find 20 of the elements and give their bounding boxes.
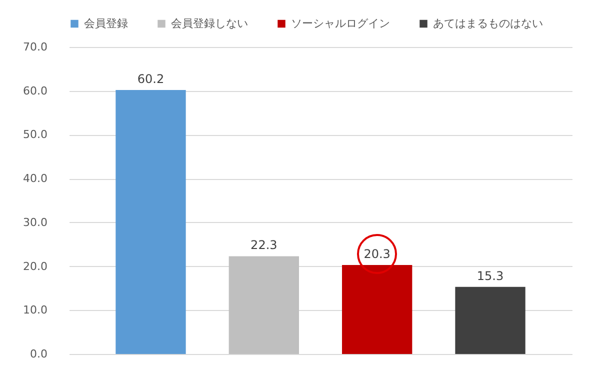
y-tick-label: 40.0: [23, 172, 48, 186]
bar: [228, 256, 299, 354]
y-tick-label: 60.0: [23, 84, 48, 98]
y-tick-label: 20.0: [23, 260, 48, 273]
legend-label: あてはまるものはない: [433, 16, 543, 30]
bar: [116, 90, 186, 354]
legend-label: ソーシャルログイン: [291, 16, 390, 30]
bar: [342, 264, 412, 354]
y-tick-label: 70.0: [23, 40, 48, 54]
y-tick-label: 10.0: [23, 304, 48, 317]
y-tick-label: 30.0: [23, 216, 48, 229]
data-label: 15.3: [476, 268, 504, 283]
legend-label: 会員登録しない: [171, 16, 248, 30]
bar: [455, 286, 526, 354]
y-tick-label: 50.0: [23, 128, 48, 142]
data-label: 22.3: [250, 238, 278, 252]
y-tick-label: 0.0: [30, 348, 48, 360]
legend-label: 会員登録: [84, 16, 128, 30]
data-label: 60.2: [137, 72, 164, 86]
data-label: 20.3: [364, 246, 390, 261]
